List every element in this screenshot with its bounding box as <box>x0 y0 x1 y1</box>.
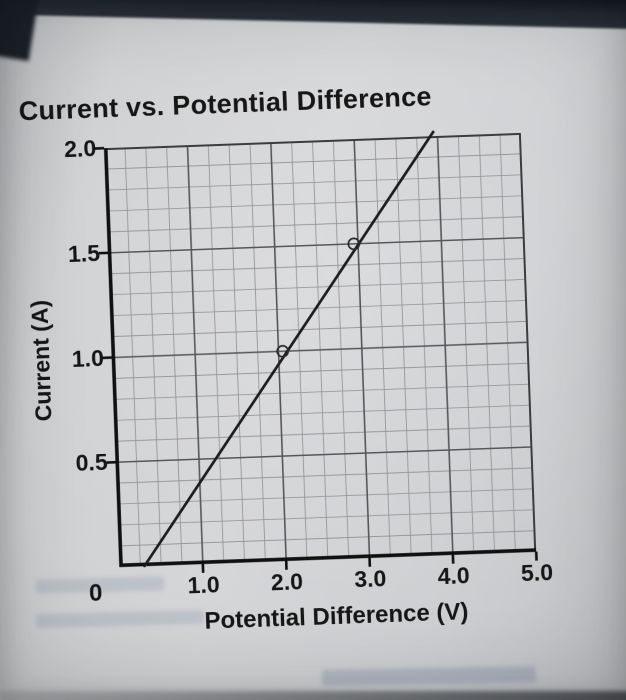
photo-dark-corner-left <box>0 0 39 62</box>
x-tick-label: 5.0 <box>520 559 554 587</box>
x-tick-label: 2.0 <box>270 568 304 596</box>
bleed-artifact <box>321 666 537 686</box>
grid-line-major-h <box>115 446 533 464</box>
data-point <box>276 344 290 358</box>
grid-line-minor-h <box>116 467 534 484</box>
y-tick-label: 1.5 <box>67 239 101 267</box>
y-tick-label: 0.5 <box>75 449 109 477</box>
grid-line-minor-h <box>118 530 536 547</box>
x-tick-label: 4.0 <box>437 562 471 590</box>
grid-line-minor-h <box>117 509 535 526</box>
y-axis-title-text: Current (A) <box>26 298 57 422</box>
grid-line-minor-h <box>111 320 528 338</box>
x-axis <box>119 548 537 568</box>
grid-line-minor-h <box>105 174 523 191</box>
plot-svg <box>95 130 538 573</box>
chart: Current vs. Potential Difference Current… <box>16 76 592 642</box>
grid-line-minor-h <box>107 216 524 233</box>
x-axis-title: Potential Difference (V) <box>204 598 469 635</box>
photo-dark-edge-bottom <box>0 691 626 700</box>
grid-line-minor-h <box>104 153 522 170</box>
grid-line-minor-h <box>106 195 524 212</box>
data-line <box>143 130 435 568</box>
x-tick-label: 1.0 <box>187 571 221 599</box>
grid-line-minor-h <box>108 258 526 275</box>
grid-line-minor-h <box>110 299 528 317</box>
plot-row: Current (A) 2.0 1.5 1.0 0.5 <box>18 130 589 573</box>
plot-area <box>95 130 538 573</box>
y-tick-label: 2.0 <box>63 134 97 163</box>
grid-line-major-h <box>111 341 529 359</box>
grid-line-minor-h <box>114 425 532 442</box>
data-point <box>347 237 361 251</box>
grid-line-minor-h <box>113 383 531 400</box>
grid-line-minor-h <box>114 404 531 421</box>
grid-line-minor-h <box>109 279 527 296</box>
y-axis <box>103 148 123 567</box>
origin-label: 0 <box>88 579 103 608</box>
x-tick-label: 3.0 <box>353 565 387 593</box>
photo-dark-edge-top <box>0 0 626 30</box>
y-tick-label: 1.0 <box>71 344 105 372</box>
chart-title: Current vs. Potential Difference <box>18 81 433 127</box>
grid-line-minor-h <box>112 362 530 379</box>
grid-line-major-h <box>107 236 525 254</box>
